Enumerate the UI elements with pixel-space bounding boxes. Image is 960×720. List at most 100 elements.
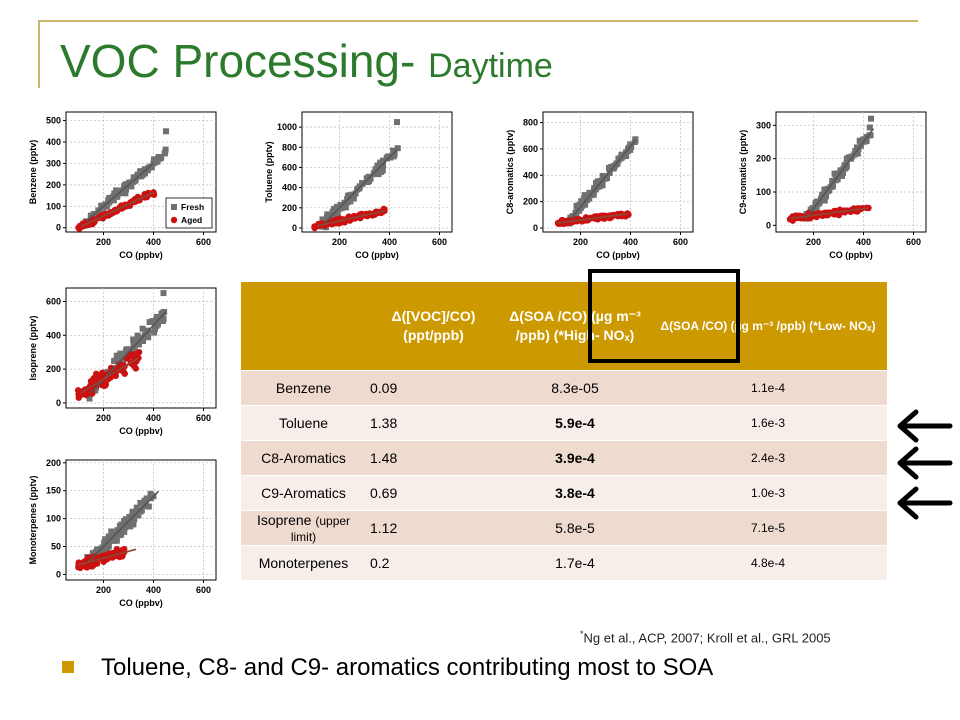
fresh-point [102,536,109,543]
legend-fresh-label: Fresh [181,202,204,212]
isoprene-scatter-plot: 200 400 600 0 200 400 600 CO (ppbv) Isoprene (pp… [8,280,228,440]
x-tick-label: 400 [856,237,871,247]
monoterpenes-scatter-plot: 200 400 600 0 50 100 150 200 CO (ppbv) Monoterpen… [8,452,228,612]
fresh-point [156,154,163,161]
x-axis-label: CO (ppbv) [829,250,873,260]
fresh-point [394,145,401,152]
fresh-point [130,521,137,528]
bullet-square-icon [62,661,74,673]
fresh-point [135,341,142,348]
x-tick-label: 600 [196,413,211,423]
aged-point [82,391,90,399]
fresh-point [819,195,826,202]
toluene-arrow-icon [897,409,953,443]
x-tick-label: 400 [146,585,161,595]
fresh-point [89,550,96,557]
aged-point [77,389,84,396]
fresh-point [338,205,345,212]
compound-name: C8-Aromatics [241,440,366,476]
fresh-point [375,171,382,178]
high-nox-column-highlight-box [588,269,740,363]
fresh-point [141,166,148,173]
fresh-point [158,317,165,324]
aged-fit-line [80,357,139,394]
fresh-point [605,164,612,171]
legend-aged-label: Aged [181,215,202,225]
x-tick-label: 600 [906,237,921,247]
y-tick-label: 0 [533,223,538,233]
fresh-fit-line [87,490,160,563]
fresh-point [852,148,859,155]
fresh-point [152,325,159,332]
y-tick-label: 50 [51,542,61,552]
fresh-point [133,504,140,511]
table-row: Monoterpenes 0.2 1.7e-4 4.8e-4 [241,545,887,580]
fresh-point [101,539,108,546]
fresh-fit-line [805,128,875,220]
fresh-point [394,119,400,126]
toluene-scatter-plot: 200 400 600 0 200 400 600 800 1000 CO (ppbv) Tolue… [244,104,464,264]
x-axis-label: CO (ppbv) [119,426,163,436]
fresh-point [632,136,639,143]
voc-co-value: 0.2 [366,545,501,580]
table-header-blank [241,282,366,371]
x-axis-label: CO (ppbv) [355,250,399,260]
soa-low-nox-value: 7.1e-5 [649,510,887,546]
fresh-point [116,352,123,359]
compound-label: Isoprene [256,512,316,528]
fresh-point [126,179,133,186]
fresh-point [131,516,138,523]
y-axis-label: C8-aromatics (pptv) [505,130,515,215]
plot-area [75,128,169,232]
fresh-point [106,199,113,206]
fresh-point [578,198,585,205]
soa-low-nox-value: 1.0e-3 [649,475,887,511]
c9-aromatics-arrow-icon [897,486,953,520]
y-tick-label: 100 [46,514,61,524]
fresh-point [137,499,144,506]
fresh-point [114,530,121,537]
voc-co-value: 1.48 [366,440,501,476]
fresh-point [98,202,105,209]
soa-high-nox-value: 5.8e-5 [501,510,649,546]
plot-area [554,136,639,227]
c8-aromatics-arrow-icon [897,446,953,480]
fresh-point [128,183,135,190]
fresh-point [135,512,142,519]
fresh-point [141,497,148,504]
fresh-point [324,211,331,218]
y-tick-label: 200 [756,154,771,164]
y-tick-label: 200 [523,197,538,207]
legend-aged-swatch [170,216,178,224]
fresh-point [162,146,169,153]
x-tick-label: 200 [332,237,347,247]
fresh-point [390,147,397,154]
fresh-point [153,322,160,329]
x-tick-label: 200 [806,237,821,247]
c8-aromatics-scatter-plot: 200 400 600 0 200 400 600 800 CO (ppbv) C8-aromat… [485,104,705,264]
fresh-point [379,167,386,174]
aged-fit-line [78,548,137,566]
y-tick-label: 400 [46,137,61,147]
soa-low-nox-value: 2.4e-3 [649,440,887,476]
fresh-point [599,182,606,189]
x-axis-label: CO (ppbv) [119,598,163,608]
x-tick-label: 600 [196,585,211,595]
x-tick-label: 400 [146,237,161,247]
fresh-point [618,151,625,158]
fresh-point [150,156,157,163]
compound-label: Monoterpenes [258,555,349,571]
fresh-point [124,521,131,528]
fresh-point [121,517,128,524]
fresh-point [581,192,588,199]
slide-title-main: VOC Processing- [60,35,429,87]
y-tick-label: 300 [756,120,771,130]
soa-high-nox-value: 5.9e-4 [501,405,649,441]
fresh-point [856,137,863,144]
fresh-point [146,319,153,326]
table-row: Benzene 0.09 8.3e-05 1.1e-4 [241,370,887,406]
aged-point [131,351,138,358]
soa-low-nox-value: 1.1e-4 [649,370,887,406]
fresh-point [154,158,161,165]
fresh-point [137,168,144,175]
